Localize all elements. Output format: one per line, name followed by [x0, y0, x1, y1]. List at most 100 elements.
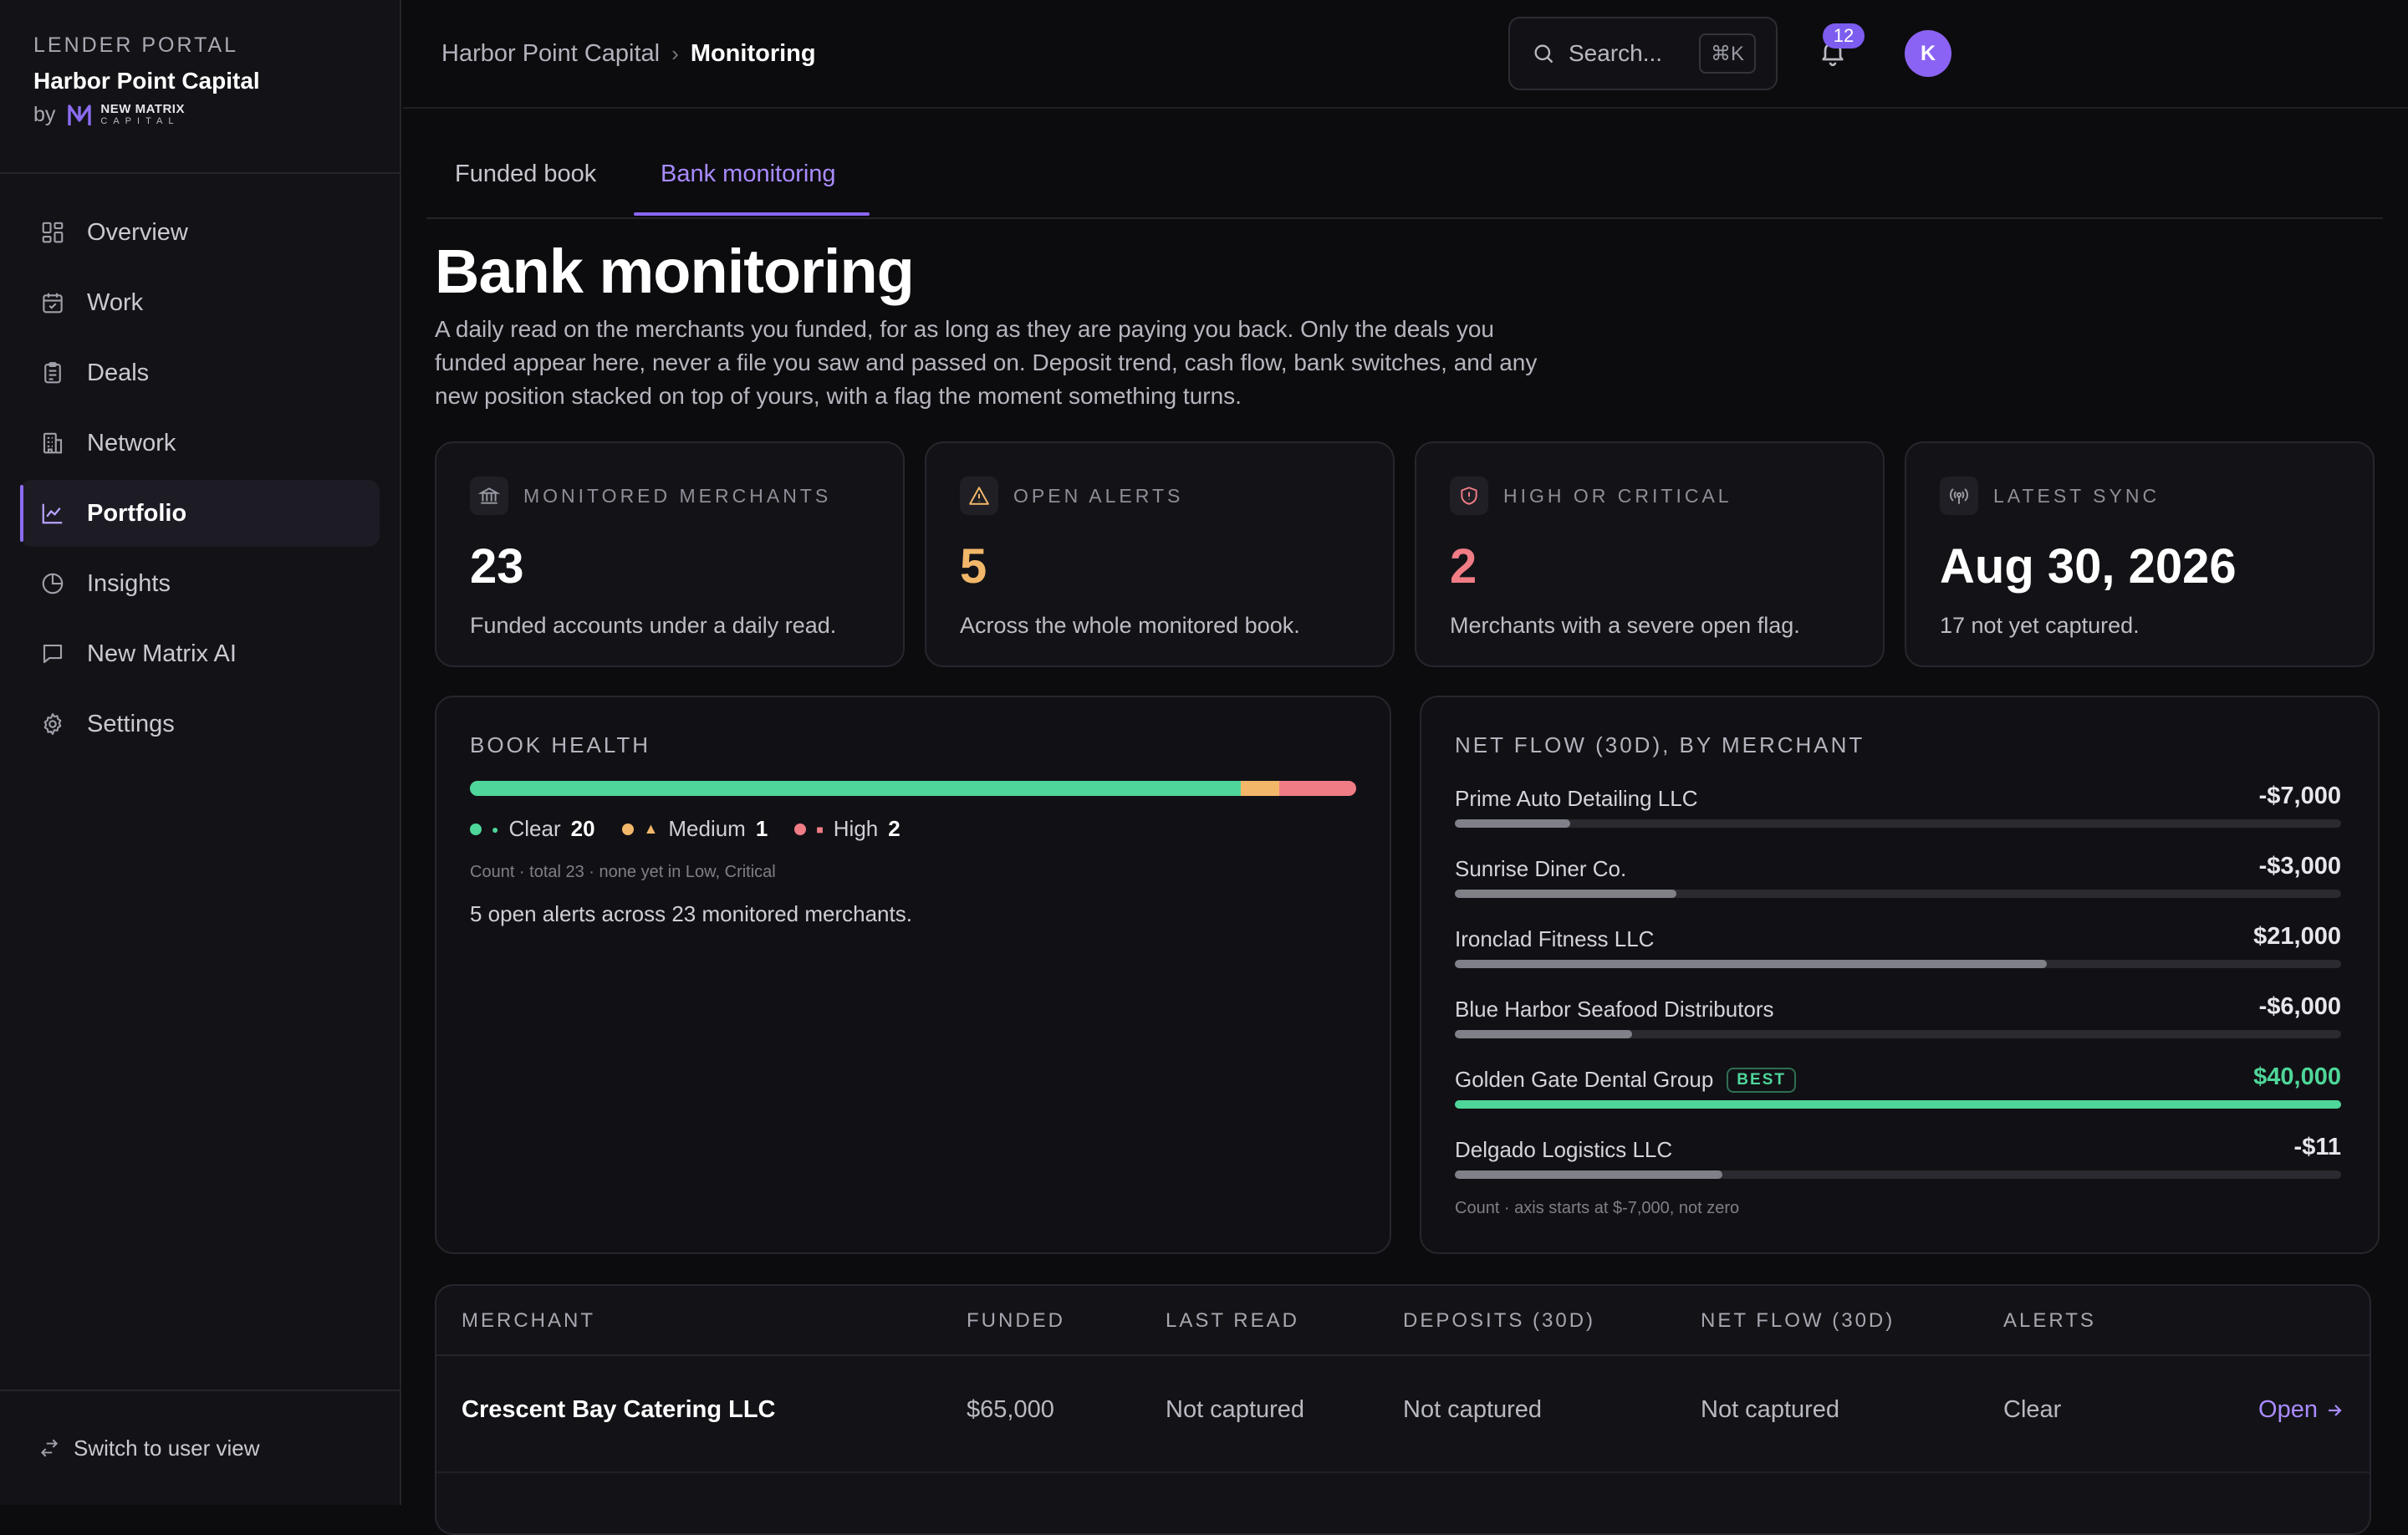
tab-bar: Funded book Bank monitoring [426, 109, 2383, 219]
stat-card-latest-sync: LATEST SYNC Aug 30, 2026 17 not yet capt… [1905, 441, 2375, 667]
stat-value: 2 [1450, 539, 1477, 594]
notification-count-badge: 12 [1823, 23, 1865, 48]
sidebar-item-label: Overview [87, 218, 188, 246]
gear-icon [40, 711, 65, 737]
sidebar-item-settings[interactable]: Settings [20, 691, 380, 757]
legend-label: Clear [508, 816, 561, 841]
stat-header: OPEN ALERTS [960, 477, 1360, 515]
sidebar-item-deals[interactable]: Deals [20, 339, 380, 406]
health-segment-medium [1240, 781, 1279, 796]
net-flow-bar [1455, 960, 2048, 968]
column-header-alerts[interactable]: ALERTS [2003, 1309, 2096, 1332]
sidebar-item-insights[interactable]: Insights [20, 550, 380, 617]
net-flow-value: $21,000 [2253, 923, 2341, 950]
legend-high: ■ High 2 [794, 816, 900, 842]
net-flow-row[interactable]: Blue Harbor Seafood Distributors -$6,000 [1455, 993, 2341, 1067]
logo-wordmark: NEW MATRIX CAPITAL [100, 101, 185, 127]
column-header-deposits[interactable]: DEPOSITS (30D) [1403, 1309, 1596, 1332]
line-chart-icon [40, 501, 65, 526]
sidebar-item-new-matrix-ai[interactable]: New Matrix AI [20, 620, 380, 687]
sidebar-item-overview[interactable]: Overview [20, 199, 380, 266]
merchant-name-text: Blue Harbor Seafood Distributors [1455, 997, 1774, 1022]
high-dot-icon [794, 823, 807, 835]
merchant-name: Golden Gate Dental Group BEST [1455, 1067, 1796, 1093]
column-header-net-flow[interactable]: NET FLOW (30D) [1701, 1309, 1895, 1332]
stat-label: MONITORED MERCHANTS [523, 484, 832, 507]
page-description: A daily read on the merchants you funded… [435, 316, 1538, 409]
column-header-last-read[interactable]: LAST READ [1166, 1309, 1299, 1332]
book-health-panel: BOOK HEALTH ● Clear 20 ▲ Medium 1 ■ High… [435, 696, 1391, 1254]
stat-value: 23 [470, 539, 524, 594]
net-flow-value: -$6,000 [2258, 993, 2341, 1020]
table-row[interactable]: Crescent Bay Catering LLC $65,000 Not ca… [436, 1356, 2370, 1473]
book-health-summary: 5 open alerts across 23 monitored mercha… [470, 901, 912, 926]
square-icon: ■ [816, 822, 824, 836]
topbar: Harbor Point Capital › Monitoring [403, 0, 2408, 109]
building-icon [40, 431, 65, 456]
sidebar-item-work[interactable]: Work [20, 269, 380, 336]
net-flow-bar [1455, 1030, 1632, 1038]
breadcrumb: Harbor Point Capital › Monitoring [441, 40, 816, 68]
arrow-right-icon [2329, 1404, 2342, 1416]
best-badge: BEST [1727, 1067, 1796, 1093]
stat-caption: Across the whole monitored book. [960, 613, 1300, 638]
deposits-30d: Not captured [1403, 1396, 1543, 1423]
portal-kicker: LENDER PORTAL [33, 33, 239, 57]
net-flow-bar [1455, 1100, 2341, 1109]
open-merchant-link[interactable]: Open [2258, 1396, 2344, 1424]
triangle-icon: ▲ [643, 820, 659, 837]
stat-label: HIGH OR CRITICAL [1503, 484, 1732, 507]
merchant-name: Crescent Bay Catering LLC [462, 1396, 776, 1423]
last-read: Not captured [1166, 1396, 1305, 1423]
search-input[interactable]: Search... ⌘K [1508, 17, 1778, 90]
book-health-legend: ● Clear 20 ▲ Medium 1 ■ High 2 [470, 816, 927, 842]
breadcrumb-root[interactable]: Harbor Point Capital [441, 39, 661, 67]
tab-funded-book[interactable]: Funded book [455, 161, 597, 187]
sidebar-item-label: Insights [87, 569, 171, 597]
page-title: Bank monitoring [435, 237, 915, 306]
tab-bank-monitoring[interactable]: Bank monitoring [661, 161, 836, 187]
net-flow-bar [1455, 890, 1676, 898]
merchant-name-text: Golden Gate Dental Group [1455, 1067, 1714, 1092]
table-header: MERCHANT FUNDED LAST READ DEPOSITS (30D)… [436, 1286, 2370, 1356]
net-flow-bar [1455, 819, 1570, 828]
net-flow-row[interactable]: Ironclad Fitness LLC $21,000 [1455, 923, 2341, 997]
net-flow-track [1455, 1100, 2341, 1109]
net-flow-row[interactable]: Sunrise Diner Co. -$3,000 [1455, 853, 2341, 926]
sidebar-item-network[interactable]: Network [20, 410, 380, 477]
shield-alert-icon [1450, 477, 1488, 515]
switch-to-user-view-button[interactable]: Switch to user view [0, 1390, 400, 1505]
swap-arrows-icon [40, 1439, 59, 1457]
pie-chart-icon [40, 571, 65, 596]
stat-caption: Merchants with a severe open flag. [1450, 613, 1800, 638]
warning-icon [960, 477, 998, 515]
panel-title: NET FLOW (30D), BY MERCHANT [1455, 732, 1865, 757]
alerts-status: Clear [2003, 1396, 2062, 1423]
legend-clear: ● Clear 20 [470, 816, 595, 842]
search-placeholder: Search... [1569, 40, 1663, 66]
legend-count: 1 [755, 816, 768, 841]
net-flow-track [1455, 819, 2341, 828]
bank-icon [470, 477, 508, 515]
sidebar-item-portfolio[interactable]: Portfolio [20, 480, 380, 547]
net-flow-row[interactable]: Delgado Logistics LLC -$11 [1455, 1134, 2341, 1207]
merchant-name-text: Delgado Logistics LLC [1455, 1137, 1673, 1162]
search-shortcut-badge: ⌘K [1698, 33, 1756, 74]
avatar[interactable]: K [1905, 30, 1951, 77]
column-header-merchant[interactable]: MERCHANT [462, 1309, 595, 1332]
logo-line-1: NEW MATRIX [100, 101, 185, 116]
net-flow-row[interactable]: Golden Gate Dental Group BEST $40,000 [1455, 1063, 2341, 1137]
main-content: Funded book Bank monitoring Bank monitor… [426, 109, 2383, 1535]
merchant-name: Blue Harbor Seafood Distributors [1455, 997, 1774, 1022]
stat-label: OPEN ALERTS [1013, 484, 1184, 507]
sidebar-item-label: Work [87, 288, 144, 316]
stat-header: LATEST SYNC [1940, 477, 2339, 515]
lender-name: Harbor Point Capital [33, 68, 260, 94]
brand-block: LENDER PORTAL Harbor Point Capital by NE… [0, 0, 400, 174]
column-header-funded[interactable]: FUNDED [967, 1309, 1065, 1332]
book-health-bar [470, 781, 1356, 796]
sidebar-item-label: Deals [87, 359, 150, 386]
net-flow-row[interactable]: Prime Auto Detailing LLC -$7,000 [1455, 783, 2341, 856]
search-icon [1534, 44, 1553, 64]
grid-icon [40, 220, 65, 245]
